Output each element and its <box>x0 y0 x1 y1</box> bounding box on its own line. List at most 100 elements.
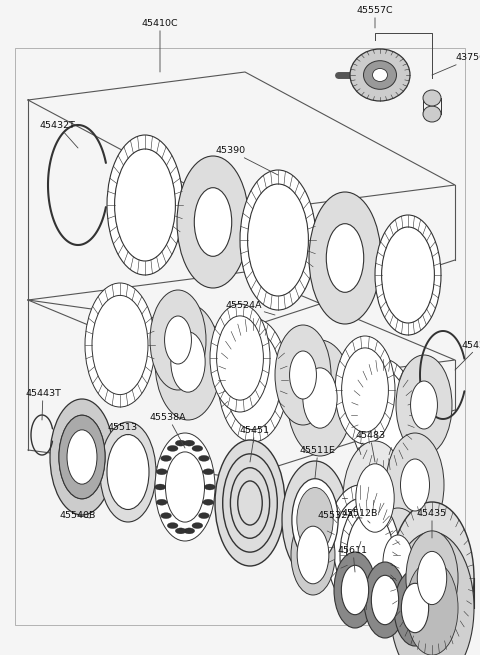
Ellipse shape <box>192 523 203 529</box>
Ellipse shape <box>177 156 249 288</box>
Text: 45557C: 45557C <box>357 6 393 28</box>
Ellipse shape <box>161 455 171 461</box>
Ellipse shape <box>394 570 436 646</box>
Ellipse shape <box>390 502 474 654</box>
Ellipse shape <box>341 565 369 614</box>
Ellipse shape <box>50 399 114 515</box>
Ellipse shape <box>161 513 171 519</box>
Ellipse shape <box>167 523 178 529</box>
Ellipse shape <box>218 318 288 442</box>
Ellipse shape <box>390 532 474 655</box>
Ellipse shape <box>335 336 395 444</box>
Text: 45538A: 45538A <box>150 413 187 448</box>
Text: 45511E: 45511E <box>300 446 336 478</box>
Text: 45451: 45451 <box>240 426 270 462</box>
Text: 45390: 45390 <box>215 146 278 175</box>
Ellipse shape <box>297 487 333 552</box>
Text: 45483: 45483 <box>355 431 385 462</box>
Ellipse shape <box>240 170 316 310</box>
Ellipse shape <box>406 561 458 655</box>
Ellipse shape <box>156 469 167 475</box>
Ellipse shape <box>215 440 285 566</box>
Ellipse shape <box>423 106 441 122</box>
Ellipse shape <box>166 452 204 522</box>
Text: 45427T: 45427T <box>455 341 480 370</box>
Ellipse shape <box>248 184 308 296</box>
Ellipse shape <box>334 552 376 628</box>
Ellipse shape <box>203 499 214 505</box>
Ellipse shape <box>350 49 410 101</box>
Ellipse shape <box>59 415 105 498</box>
Text: 45443T: 45443T <box>25 389 61 420</box>
Ellipse shape <box>375 215 441 335</box>
Ellipse shape <box>210 304 270 412</box>
Text: 45540B: 45540B <box>60 511 96 520</box>
Ellipse shape <box>155 304 221 420</box>
Ellipse shape <box>309 192 381 324</box>
Ellipse shape <box>282 461 348 579</box>
Text: 43756A: 43756A <box>432 53 480 75</box>
Ellipse shape <box>225 330 281 430</box>
Ellipse shape <box>204 484 215 490</box>
Text: 45513: 45513 <box>108 423 138 435</box>
Ellipse shape <box>292 479 338 561</box>
Ellipse shape <box>423 90 441 106</box>
Ellipse shape <box>155 433 215 541</box>
Ellipse shape <box>115 149 175 261</box>
Ellipse shape <box>303 368 337 428</box>
Ellipse shape <box>289 351 316 399</box>
Ellipse shape <box>175 440 186 446</box>
Ellipse shape <box>100 422 156 522</box>
Ellipse shape <box>372 575 399 625</box>
Text: 45435: 45435 <box>417 509 447 538</box>
Ellipse shape <box>184 528 195 534</box>
Text: 45611: 45611 <box>338 546 368 572</box>
Ellipse shape <box>386 433 444 537</box>
Ellipse shape <box>334 498 386 595</box>
Ellipse shape <box>364 562 406 638</box>
Ellipse shape <box>203 469 214 475</box>
Ellipse shape <box>287 340 353 456</box>
Ellipse shape <box>199 455 209 461</box>
Text: 45524A: 45524A <box>225 301 275 315</box>
Ellipse shape <box>194 188 232 256</box>
Ellipse shape <box>67 430 97 484</box>
Ellipse shape <box>216 316 264 400</box>
Ellipse shape <box>275 325 331 425</box>
Ellipse shape <box>358 370 408 460</box>
Ellipse shape <box>351 359 415 471</box>
Ellipse shape <box>165 316 192 364</box>
Text: 45432T: 45432T <box>40 121 78 148</box>
Ellipse shape <box>107 135 183 275</box>
Ellipse shape <box>171 332 205 392</box>
Ellipse shape <box>382 227 434 323</box>
Ellipse shape <box>343 441 407 555</box>
Text: 45532A: 45532A <box>318 511 362 520</box>
Ellipse shape <box>340 500 400 610</box>
Text: 45410C: 45410C <box>142 19 178 72</box>
Ellipse shape <box>107 434 149 510</box>
Ellipse shape <box>410 381 437 429</box>
Ellipse shape <box>372 69 387 81</box>
Ellipse shape <box>347 512 394 598</box>
Ellipse shape <box>85 283 155 407</box>
Ellipse shape <box>167 445 178 451</box>
Ellipse shape <box>150 290 206 390</box>
Ellipse shape <box>356 464 394 533</box>
Ellipse shape <box>156 499 167 505</box>
Ellipse shape <box>401 584 429 633</box>
Ellipse shape <box>400 459 430 511</box>
Ellipse shape <box>396 355 452 455</box>
Ellipse shape <box>342 348 388 432</box>
Ellipse shape <box>363 61 396 89</box>
Ellipse shape <box>297 526 329 584</box>
Ellipse shape <box>199 513 209 519</box>
Ellipse shape <box>92 295 148 394</box>
Ellipse shape <box>368 508 428 616</box>
Ellipse shape <box>326 223 364 292</box>
Ellipse shape <box>326 485 394 609</box>
Ellipse shape <box>383 535 413 589</box>
Ellipse shape <box>406 531 458 625</box>
Ellipse shape <box>184 440 195 446</box>
Ellipse shape <box>175 528 186 534</box>
